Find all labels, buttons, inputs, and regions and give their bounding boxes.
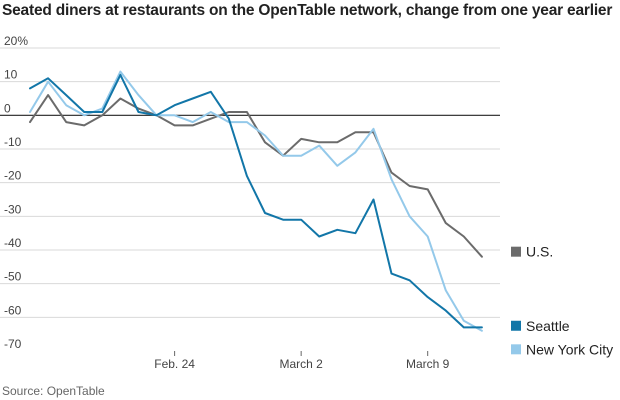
x-tick-label: Feb. 24 (154, 357, 195, 371)
y-tick-label: 10 (4, 68, 18, 82)
y-tick-label: 0 (4, 101, 11, 115)
x-axis-ticks: Feb. 24 March 2 March 9 (154, 351, 450, 371)
series-lines (29, 70, 483, 332)
source-note: Source: OpenTable (2, 384, 105, 398)
series-line-nyc (29, 70, 483, 332)
legend-swatch-nyc (511, 344, 521, 355)
x-tick-label: March 2 (279, 357, 323, 371)
legend: U.S. Seattle New York City (511, 244, 613, 357)
y-tick-label: -20 (4, 169, 22, 183)
y-tick-label: -40 (4, 236, 22, 250)
y-tick-label: 20% (4, 34, 28, 48)
legend-swatch-seattle (511, 320, 521, 331)
series-line-us (29, 94, 483, 258)
y-tick-label: -60 (4, 303, 22, 317)
y-tick-label: -50 (4, 270, 22, 284)
chart-title: Seated diners at restaurants on the Open… (2, 2, 613, 19)
x-tick-label: March 9 (406, 357, 450, 371)
y-axis-ticks: 20% 10 0 -10 -20 -30 -40 -50 -60 -70 (4, 34, 28, 351)
legend-swatch-us (511, 246, 521, 257)
y-tick-label: -30 (4, 202, 22, 216)
legend-label-nyc: New York City (526, 341, 613, 357)
y-tick-label: -10 (4, 135, 22, 149)
series-line-seattle (29, 73, 483, 329)
legend-label-us: U.S. (526, 244, 553, 260)
legend-label-seattle: Seattle (526, 318, 570, 334)
y-tick-label: -70 (4, 337, 22, 351)
